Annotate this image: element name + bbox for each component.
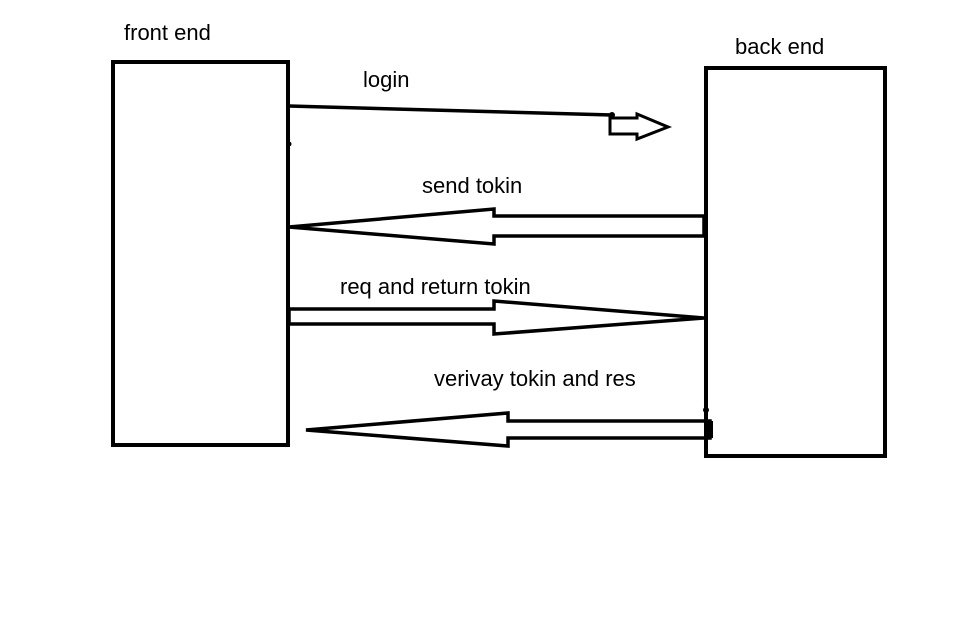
arrow-label-verivay-tokin-and-res: verivay tokin and res bbox=[434, 366, 636, 391]
arrow-label-send-tokin: send tokin bbox=[422, 173, 523, 198]
backend-box bbox=[704, 66, 887, 458]
arrow-label-login: login bbox=[363, 67, 410, 92]
arrow-verivay-tokin-and-res bbox=[305, 407, 713, 448]
frontend-dot bbox=[286, 141, 292, 147]
frontend-box bbox=[111, 60, 290, 447]
arrow-login bbox=[288, 104, 673, 142]
arrow-label-req-and-return-tokin: req and return tokin bbox=[340, 274, 531, 299]
arrow-send-tokin bbox=[288, 207, 706, 246]
backend-label: back end bbox=[735, 34, 825, 59]
arrow-req-and-return-tokin bbox=[287, 299, 705, 336]
frontend-label: front end bbox=[124, 20, 211, 45]
